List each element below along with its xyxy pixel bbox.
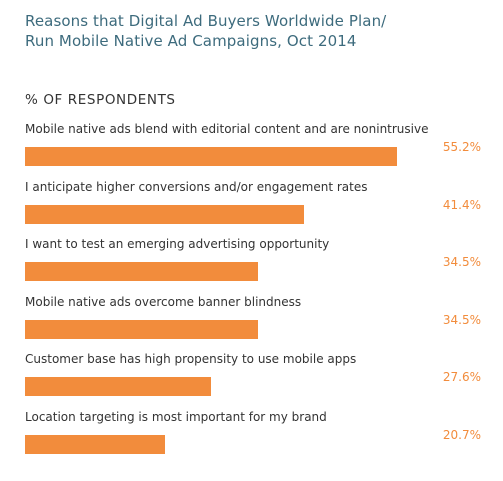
bar xyxy=(25,319,258,339)
category-label: I want to test an emerging advertising o… xyxy=(25,237,330,251)
value-label: 20.7% xyxy=(442,427,481,442)
category-label: I anticipate higher conversions and/or e… xyxy=(25,179,368,194)
chart-title-line-2: Run Mobile Native Ad Campaigns, Oct 2014 xyxy=(25,32,357,50)
bar xyxy=(25,377,211,396)
value-label: 34.5% xyxy=(442,255,481,269)
category-label: Mobile native ads blend with editorial c… xyxy=(25,122,429,136)
bar xyxy=(25,434,165,454)
category-label: Customer base has high propensity to use… xyxy=(25,352,357,366)
bar xyxy=(25,147,397,166)
chart-title-line-1: Reasons that Digital Ad Buyers Worldwide… xyxy=(25,12,387,30)
value-label: 55.2% xyxy=(442,140,481,154)
bar xyxy=(25,204,304,224)
value-label: 27.6% xyxy=(442,370,481,384)
category-label: Location targeting is most important for… xyxy=(25,409,327,424)
chart-title: Reasons that Digital Ad Buyers Worldwide… xyxy=(25,11,485,51)
bar xyxy=(25,262,258,281)
chart-subtitle: % OF RESPONDENTS xyxy=(25,92,176,108)
value-label: 34.5% xyxy=(442,312,481,327)
value-label: 41.4% xyxy=(442,197,481,212)
category-label: Mobile native ads overcome banner blindn… xyxy=(25,294,302,309)
